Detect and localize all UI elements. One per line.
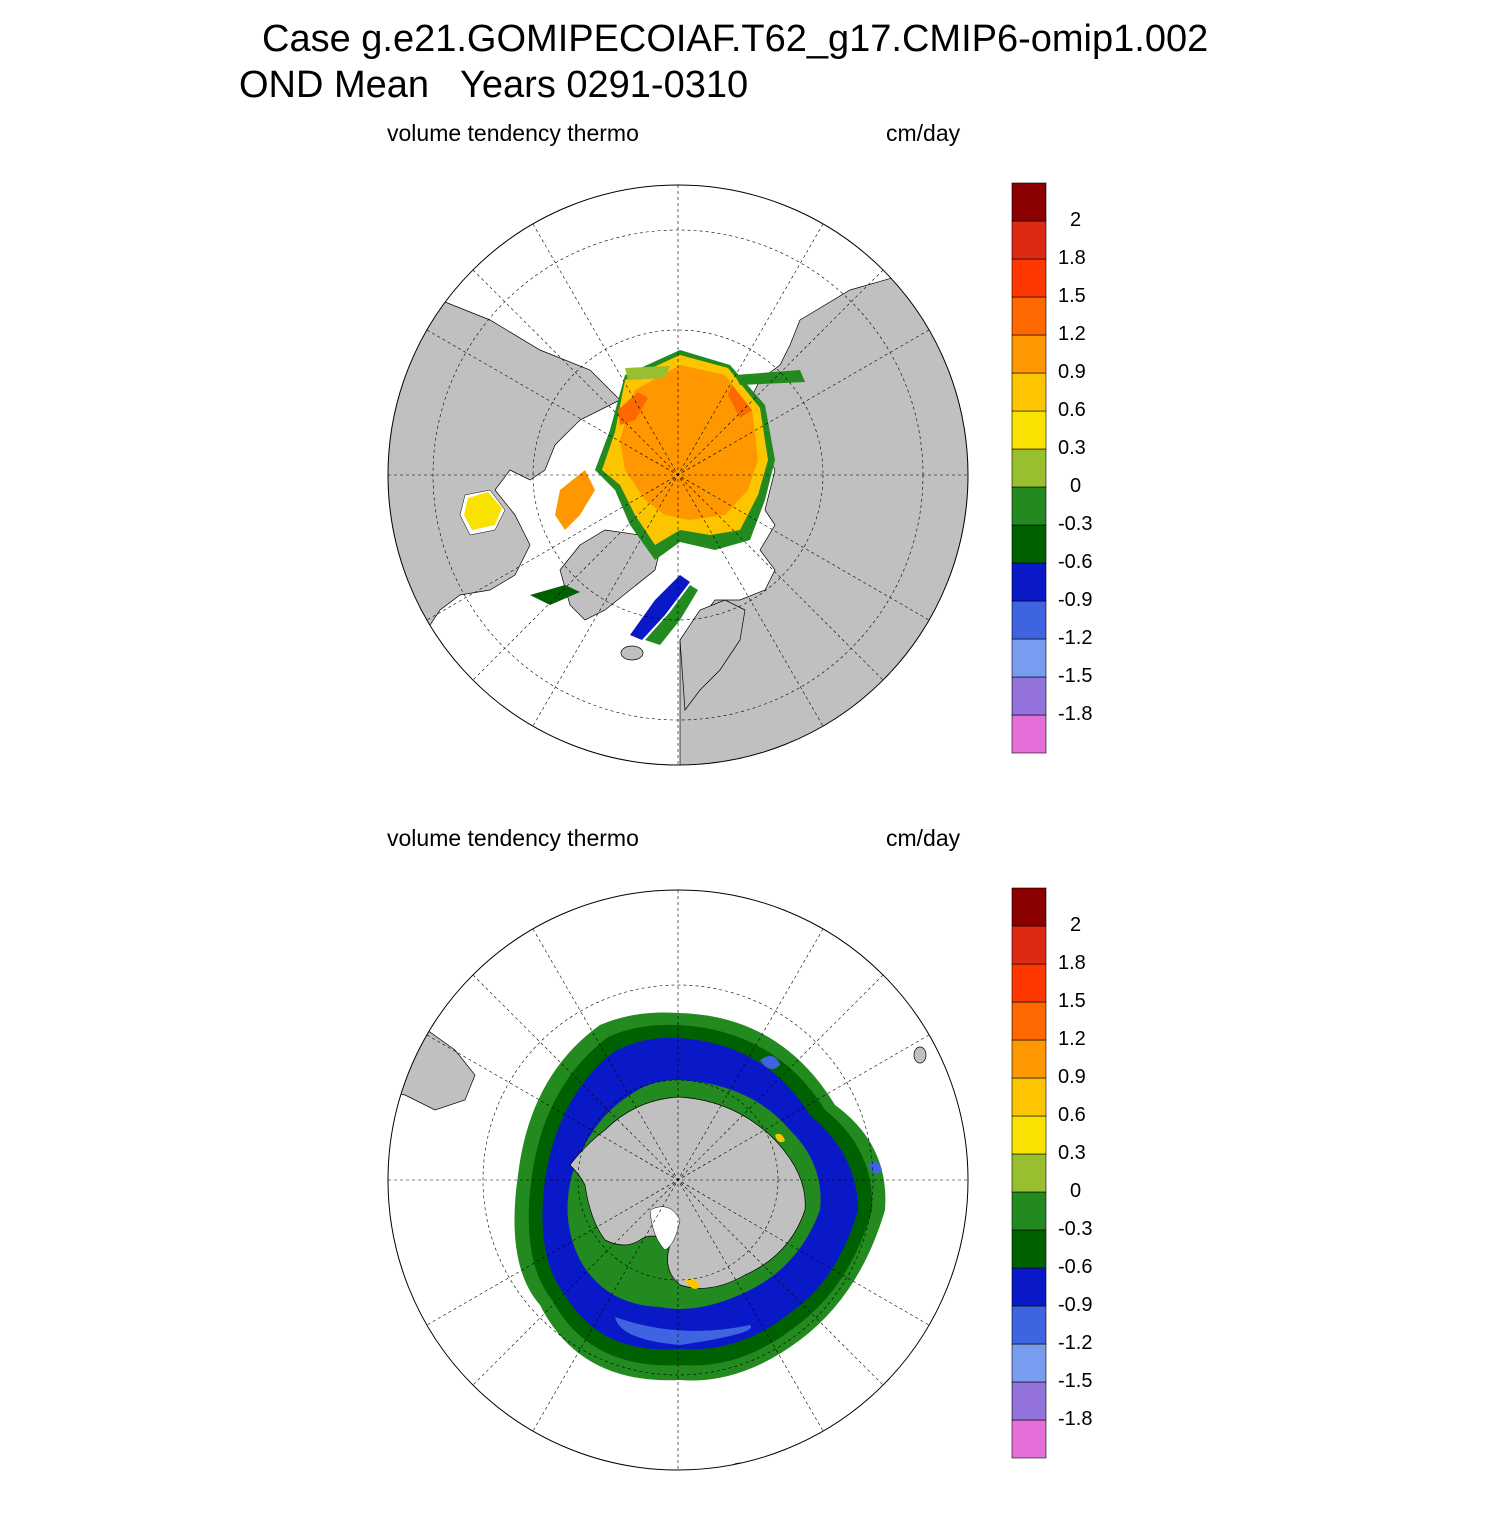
colorbar-box [1011,714,1047,754]
north-land-iceland [620,645,644,661]
colorbar-tick-label: -0.3 [1058,1218,1093,1240]
colorbar-box [1011,524,1047,564]
colorbar-box [1011,1153,1047,1193]
colorbar-tick-label: 0.6 [1058,1104,1086,1126]
north-variable-label: volume tendency thermo [387,120,639,146]
colorbar-tick-label: 0 [1070,475,1082,497]
south-colorbar: -1.8 -1.5 -1.2 -0.9 -0.6 -0.3 0 0.3 0.6 0.9 1.2 1.5… [1010,887,1120,1467]
south-graticule [388,890,968,1470]
south-map-boundary [387,889,969,1471]
north-land-north-america [388,289,621,651]
north-map-boundary [387,184,969,766]
colorbar-tick-label: 1.8 [1058,247,1086,269]
colorbar-box [1011,562,1047,602]
colorbar-tick-label: -1.5 [1058,1370,1093,1392]
south-polar-panel: volume tendency thermo cm/day [0,815,1500,1515]
north-colorbar-boxes [1011,182,1047,754]
north-land-greenland [559,529,661,621]
south-land-africa-tip [913,1046,927,1064]
colorbar-tick-label: -1.5 [1058,665,1093,687]
north-land-scandinavia [679,599,746,711]
north-polar-map [387,184,969,766]
colorbar-tick-label: 1.5 [1058,285,1086,307]
north-polar-panel: volume tendency thermo cm/day [0,110,1500,810]
colorbar-tick-label: 0.3 [1058,1142,1086,1164]
colorbar-tick-label: -1.8 [1058,1408,1093,1430]
colorbar-tick-label: 0 [1070,1180,1082,1202]
north-field-fram-strait-blue [630,575,690,640]
colorbar-box [1011,372,1047,412]
colorbar-box [1011,1381,1047,1421]
colorbar-tick-label: -0.9 [1058,1294,1093,1316]
colorbar-tick-label: 1.2 [1058,323,1086,345]
north-colorbar: -1.8 -1.5 -1.2 -0.9 -0.6 -0.3 0 0.3 0.6 0.9 1.2 1.5… [1010,182,1120,762]
colorbar-box [1011,1305,1047,1345]
north-graticule [388,185,968,765]
colorbar-box [1011,486,1047,526]
colorbar-box [1011,1001,1047,1041]
north-field-labrador-green [530,585,580,605]
colorbar-box [1011,963,1047,1003]
figure-title-line2: OND Mean Years 0291-0310 [239,64,749,106]
colorbar-box [1011,676,1047,716]
north-field-okhotsk-green [735,370,805,385]
colorbar-tick-label: -1.2 [1058,1332,1093,1354]
north-field-baffin-orange [555,470,595,530]
colorbar-tick-label: 2 [1070,914,1082,936]
colorbar-tick-label: -1.2 [1058,627,1093,649]
colorbar-box [1011,1419,1047,1459]
colorbar-tick-label: -0.9 [1058,589,1093,611]
south-weddell-sea [649,1206,681,1251]
colorbar-box [1011,887,1047,927]
colorbar-box [1011,258,1047,298]
south-units-label: cm/day [886,825,961,851]
colorbar-box [1011,1267,1047,1307]
north-field-red-edge [618,385,752,425]
colorbar-box [1011,334,1047,374]
colorbar-box [1011,1229,1047,1269]
colorbar-box [1011,296,1047,336]
north-field-orange-core [620,365,758,520]
north-field-hudson-yellow [464,492,502,530]
colorbar-tick-label: 0.3 [1058,437,1086,459]
colorbar-box [1011,1039,1047,1079]
colorbar-box [1011,1191,1047,1231]
colorbar-box [1011,410,1047,450]
south-colorbar-boxes [1011,887,1047,1459]
colorbar-tick-label: 1.2 [1058,1028,1086,1050]
north-field-fram-strait-green [645,585,698,645]
colorbar-box [1011,220,1047,260]
colorbar-tick-label: 1.5 [1058,990,1086,1012]
colorbar-tick-label: -0.6 [1058,1256,1093,1278]
colorbar-box [1011,1115,1047,1155]
colorbar-tick-label: 1.8 [1058,952,1086,974]
colorbar-tick-label: 2 [1070,209,1082,231]
colorbar-box [1011,182,1047,222]
colorbar-tick-label: 0.6 [1058,399,1086,421]
colorbar-box [1011,600,1047,640]
colorbar-tick-label: -0.3 [1058,513,1093,535]
colorbar-tick-label: -0.6 [1058,551,1093,573]
figure-title-line1: Case g.e21.GOMIPECOIAF.T62_g17.CMIP6-omi… [262,18,1209,60]
colorbar-tick-label: -1.8 [1058,703,1093,725]
north-units-label: cm/day [886,120,961,146]
colorbar-box [1011,1077,1047,1117]
colorbar-box [1011,925,1047,965]
south-variable-label: volume tendency thermo [387,825,639,851]
colorbar-box [1011,638,1047,678]
colorbar-tick-label: 0.9 [1058,361,1086,383]
colorbar-box [1011,1343,1047,1383]
south-polar-map [387,889,969,1471]
colorbar-tick-label: 0.9 [1058,1066,1086,1088]
north-field-bering-green [625,366,670,380]
colorbar-box [1011,448,1047,488]
